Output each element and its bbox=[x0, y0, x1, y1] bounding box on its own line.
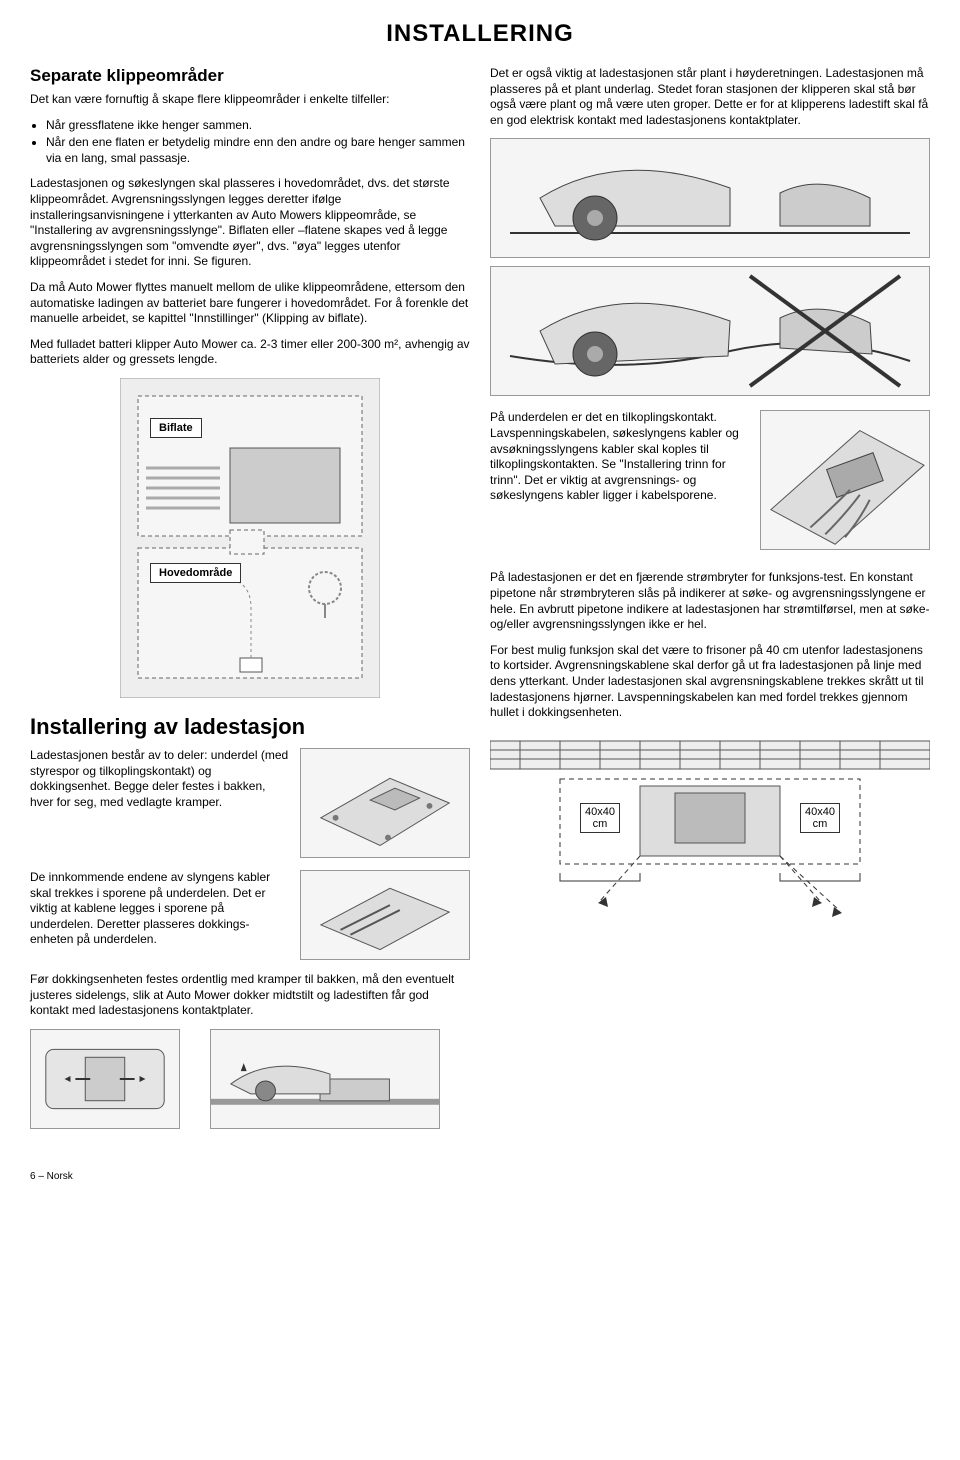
baseplate-cables-illustration bbox=[300, 870, 470, 960]
paragraph: På ladestasjonen er det en fjærende strø… bbox=[490, 570, 930, 632]
paragraph: Med fulladet batteri klipper Auto Mower … bbox=[30, 337, 470, 368]
map-illustration: Biflate Hovedområde bbox=[120, 378, 380, 698]
heading-separate: Separate klippeområder bbox=[30, 66, 470, 86]
paragraph: Det er også viktig at ladestasjonen står… bbox=[490, 66, 930, 128]
paragraph: Ladestasjonen består av to deler: underd… bbox=[30, 748, 290, 810]
page-title: INSTALLERING bbox=[30, 20, 930, 48]
paragraph: På underdelen er det en tilkoplingskonta… bbox=[490, 410, 750, 504]
ladestasjon-row-2: De innkommende endene av slyngens kabler… bbox=[30, 870, 470, 960]
docking-illustration-row bbox=[30, 1029, 470, 1129]
bullet-list: Når gressflatene ikke henger sammen. Når… bbox=[46, 118, 470, 167]
paragraph: Da må Auto Mower flyttes manuelt mellom … bbox=[30, 280, 470, 327]
baseplate-illustration bbox=[300, 748, 470, 858]
connector-illustration bbox=[760, 410, 930, 550]
map-label-biflate: Biflate bbox=[150, 418, 202, 438]
paragraph: Ladestasjonen og søkeslyngen skal plasse… bbox=[30, 176, 470, 270]
paragraph: De innkommende endene av slyngens kabler… bbox=[30, 870, 290, 948]
intro-paragraph: Det kan være fornuftig å skape flere kli… bbox=[30, 92, 470, 108]
heading-ladestasjon: Installering av ladestasjon bbox=[30, 714, 470, 740]
dim-label-right: 40x40 cm bbox=[800, 803, 840, 833]
paragraph: For best mulig funksjon skal det være to… bbox=[490, 643, 930, 721]
paragraph: Før dokkingsenheten festes ordentlig med… bbox=[30, 972, 470, 1019]
mower-level-ok-illustration bbox=[490, 138, 930, 258]
page-footer: 6 – Norsk bbox=[30, 1171, 930, 1182]
list-item: Når den ene flaten er betydelig mindre e… bbox=[46, 135, 470, 166]
mower-level-bad-illustration bbox=[490, 266, 930, 396]
map-label-hoved: Hovedområde bbox=[150, 563, 241, 583]
left-column: Separate klippeområder Det kan være forn… bbox=[30, 66, 470, 1141]
docking-top-illustration bbox=[30, 1029, 180, 1129]
under-section: På underdelen er det en tilkoplingskonta… bbox=[490, 410, 930, 550]
ladestasjon-row-1: Ladestasjonen består av to deler: underd… bbox=[30, 748, 470, 858]
list-item: Når gressflatene ikke henger sammen. bbox=[46, 118, 470, 134]
two-column-layout: Separate klippeområder Det kan være forn… bbox=[30, 66, 930, 1141]
right-column: Det er også viktig at ladestasjonen står… bbox=[490, 66, 930, 1141]
docking-side-illustration bbox=[210, 1029, 440, 1129]
zone-diagram: 40x40 cm 40x40 cm bbox=[490, 731, 930, 921]
dim-label-left: 40x40 cm bbox=[580, 803, 620, 833]
